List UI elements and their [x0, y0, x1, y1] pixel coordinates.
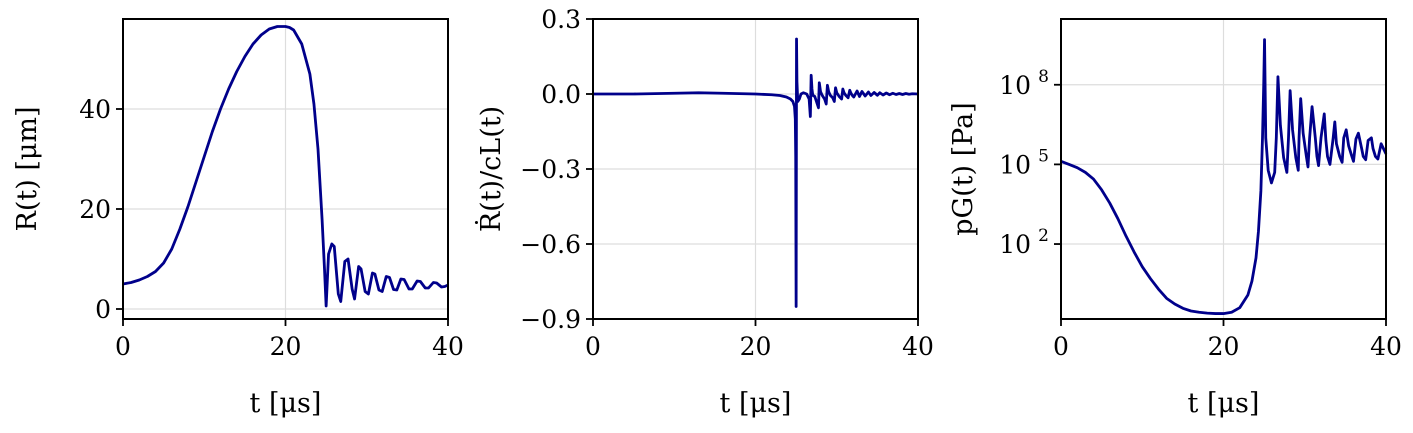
x-tick-label: 40	[1370, 332, 1402, 361]
y-tick-label: 10	[999, 230, 1031, 259]
y-tick-exponent: 5	[1038, 146, 1049, 166]
y-tick-label: 20	[79, 195, 111, 224]
x-tick-label: 40	[432, 332, 464, 361]
y-tick-label: −0.3	[520, 155, 581, 184]
x-tick-label: 0	[1053, 332, 1069, 361]
ticks: 0 20 40 0 20 40	[79, 95, 464, 361]
y-tick-label: 10	[999, 150, 1031, 179]
x-axis-label: t [μs]	[1188, 388, 1260, 419]
y-axis-label: pG(t) [Pa]	[948, 102, 979, 235]
x-tick-label: 20	[740, 332, 772, 361]
ticks: 0 20 40 2 10 5 10 8 10	[999, 67, 1402, 361]
series-line-radius	[122, 25, 449, 308]
series-line-pressure	[1060, 38, 1388, 315]
y-tick-label: 10	[999, 71, 1031, 100]
y-tick-exponent: 2	[1038, 226, 1049, 246]
x-tick-label: 0	[585, 332, 601, 361]
ticks: 0 20 40 0.3 0.0 −0.3 −0.6 −0.9	[520, 5, 934, 361]
y-tick-label: −0.6	[520, 230, 581, 259]
y-tick-label: 0.0	[541, 80, 581, 109]
x-tick-label: 20	[1208, 332, 1240, 361]
grid	[122, 19, 449, 319]
y-tick-label: 0.3	[541, 5, 581, 34]
chart-panel-radius: 0 20 40 0 20 40 t [μs] R(t) [μm]	[12, 18, 464, 419]
y-tick-label: 40	[79, 95, 111, 124]
series-line-velocity	[593, 37, 919, 308]
x-tick-label: 40	[902, 332, 934, 361]
x-axis-label: t [μs]	[720, 388, 792, 419]
y-axis-label: R(t) [μm]	[12, 106, 43, 231]
chart-panel-velocity: 0 20 40 0.3 0.0 −0.3 −0.6 −0.9 t [μs] Ṙ(t)/cL(t…	[474, 5, 934, 419]
x-axis-label: t [μs]	[250, 388, 322, 419]
chart-panel-pressure: 0 20 40 2 10 5 10 8 10 t [μs] pG(t) [Pa]	[948, 18, 1402, 419]
x-tick-label: 0	[115, 332, 131, 361]
y-tick-exponent: 8	[1038, 67, 1049, 87]
y-axis-label: Ṙ(t)/cL(t)	[474, 106, 507, 232]
y-tick-label: −0.9	[520, 305, 581, 334]
y-tick-label: 0	[95, 295, 111, 324]
x-tick-label: 20	[270, 332, 302, 361]
grid	[1060, 19, 1387, 319]
grid	[592, 18, 919, 320]
